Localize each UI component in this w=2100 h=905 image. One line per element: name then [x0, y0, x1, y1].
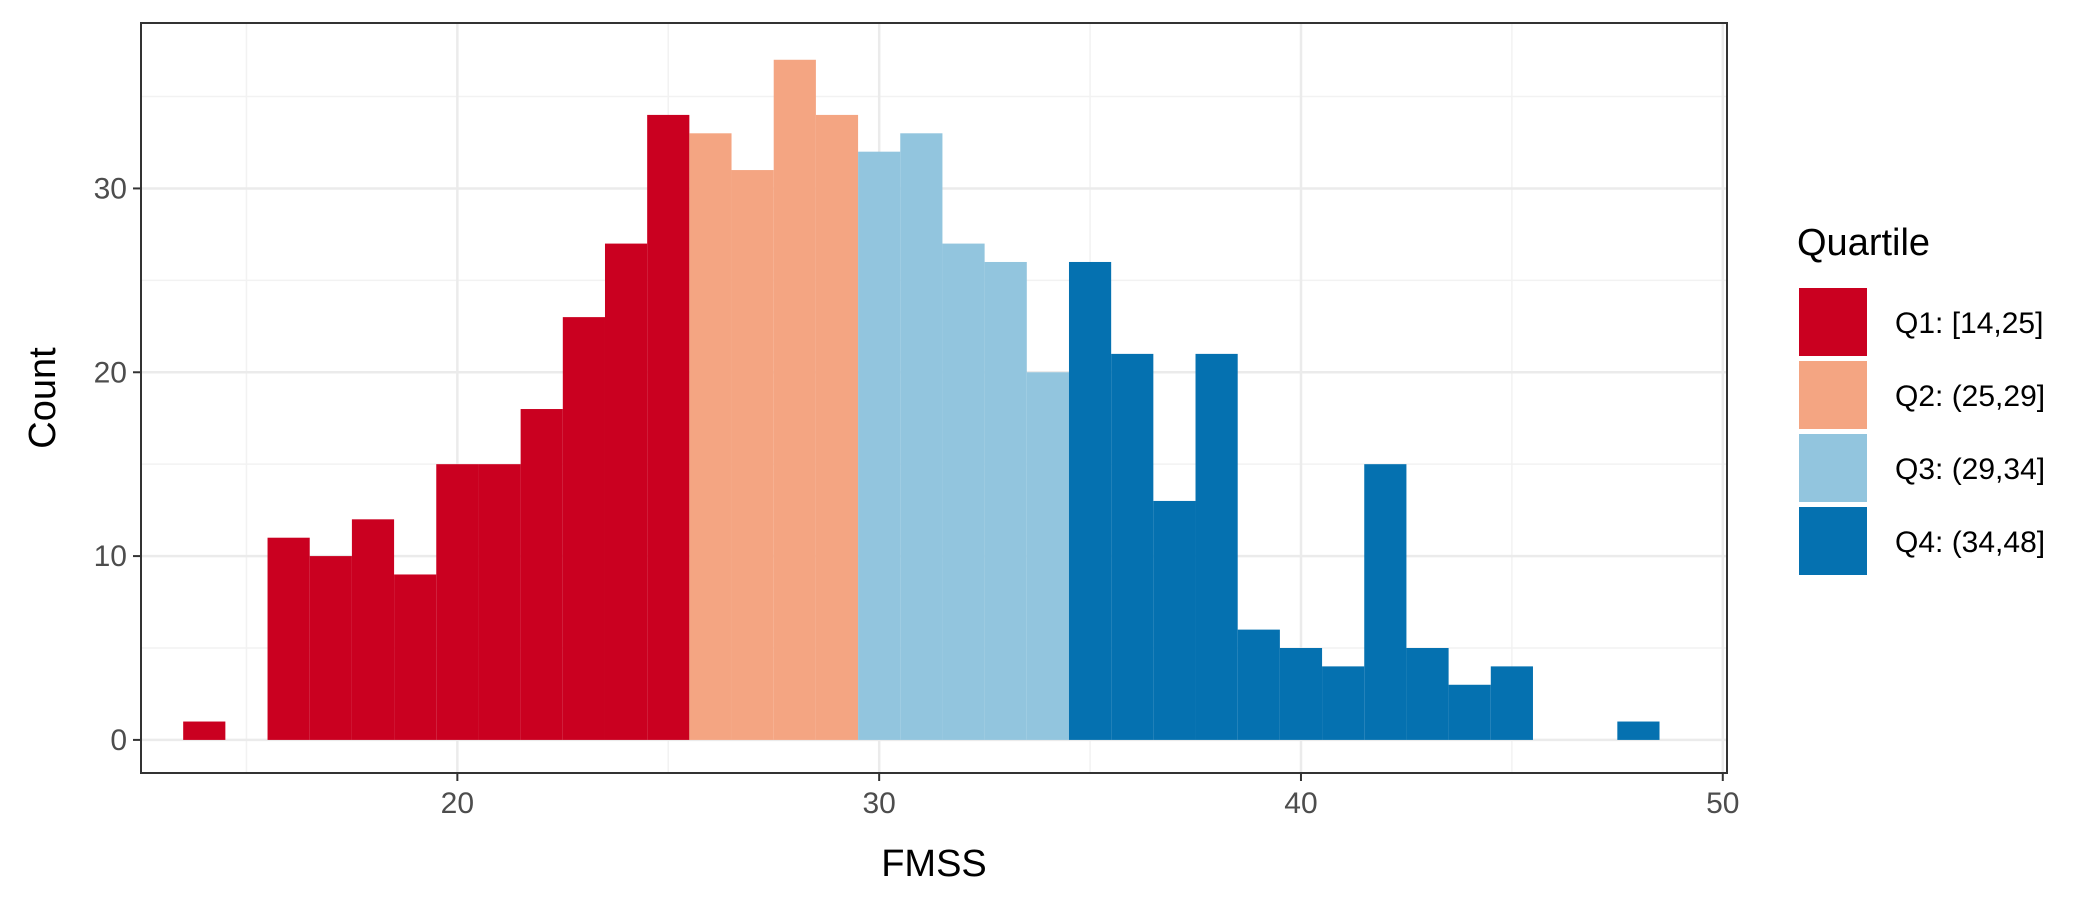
legend-label: Q1: [14,25] [1895, 307, 2043, 340]
x-tick-label: 30 [862, 787, 895, 820]
y-axis: 0 10 20 30 [94, 172, 141, 757]
histogram-bar [394, 574, 437, 740]
histogram-bar [1068, 261, 1112, 740]
x-axis-title: FMSS [881, 843, 987, 885]
histogram-bar [647, 114, 690, 740]
legend-label: Q4: (34,48] [1895, 526, 2045, 559]
histogram-bar [1195, 353, 1238, 740]
histogram-bar [520, 409, 563, 740]
histogram-bar [1364, 464, 1407, 740]
histogram-bar [900, 133, 943, 740]
y-tick-label: 0 [110, 724, 127, 757]
y-tick-label: 10 [94, 540, 127, 573]
legend-title: Quartile [1797, 222, 1930, 264]
histogram-bar [984, 261, 1027, 740]
histogram-bar [773, 59, 816, 740]
histogram-bars [183, 59, 1660, 740]
x-axis: 20 30 40 50 [441, 773, 1739, 820]
y-tick-label: 30 [94, 172, 127, 205]
histogram-bar [436, 464, 479, 740]
histogram-bar [1237, 629, 1280, 740]
histogram-bar [1111, 353, 1154, 740]
histogram-bar [183, 721, 226, 740]
histogram-bar [604, 243, 648, 740]
histogram-bar [562, 317, 605, 740]
histogram-bar [351, 519, 395, 740]
histogram-bar [309, 556, 352, 740]
legend-key [1799, 434, 1867, 502]
y-axis-title: Count [22, 347, 64, 449]
histogram-bar [1406, 648, 1449, 740]
histogram-bar [858, 151, 901, 740]
x-tick-label: 40 [1284, 787, 1317, 820]
histogram-bar [815, 114, 859, 740]
histogram-bar [1322, 666, 1365, 740]
legend-label: Q3: (29,34] [1895, 453, 2045, 486]
histogram-bar [1617, 721, 1660, 740]
y-tick-label: 20 [94, 356, 127, 389]
histogram-bar [1153, 500, 1196, 740]
histogram-bar [267, 537, 310, 740]
legend-label: Q2: (25,29] [1895, 380, 2045, 413]
x-tick-label: 20 [441, 787, 474, 820]
histogram-bar [478, 464, 521, 740]
legend-key [1799, 507, 1867, 575]
histogram-bar [689, 133, 732, 740]
legend-key [1799, 361, 1867, 429]
histogram-bar [1490, 666, 1533, 740]
histogram-bar [1448, 684, 1491, 740]
histogram-bar [731, 170, 774, 740]
histogram-bar [942, 243, 985, 740]
histogram-bar [1026, 372, 1069, 740]
legend-key [1799, 288, 1867, 356]
legend: Quartile Q1: [14,25] Q2: (25,29] Q3: (29,3… [1797, 222, 2045, 575]
plot-panel-border [140, 22, 1728, 774]
x-tick-label: 50 [1706, 787, 1739, 820]
histogram-bar [1279, 648, 1323, 740]
